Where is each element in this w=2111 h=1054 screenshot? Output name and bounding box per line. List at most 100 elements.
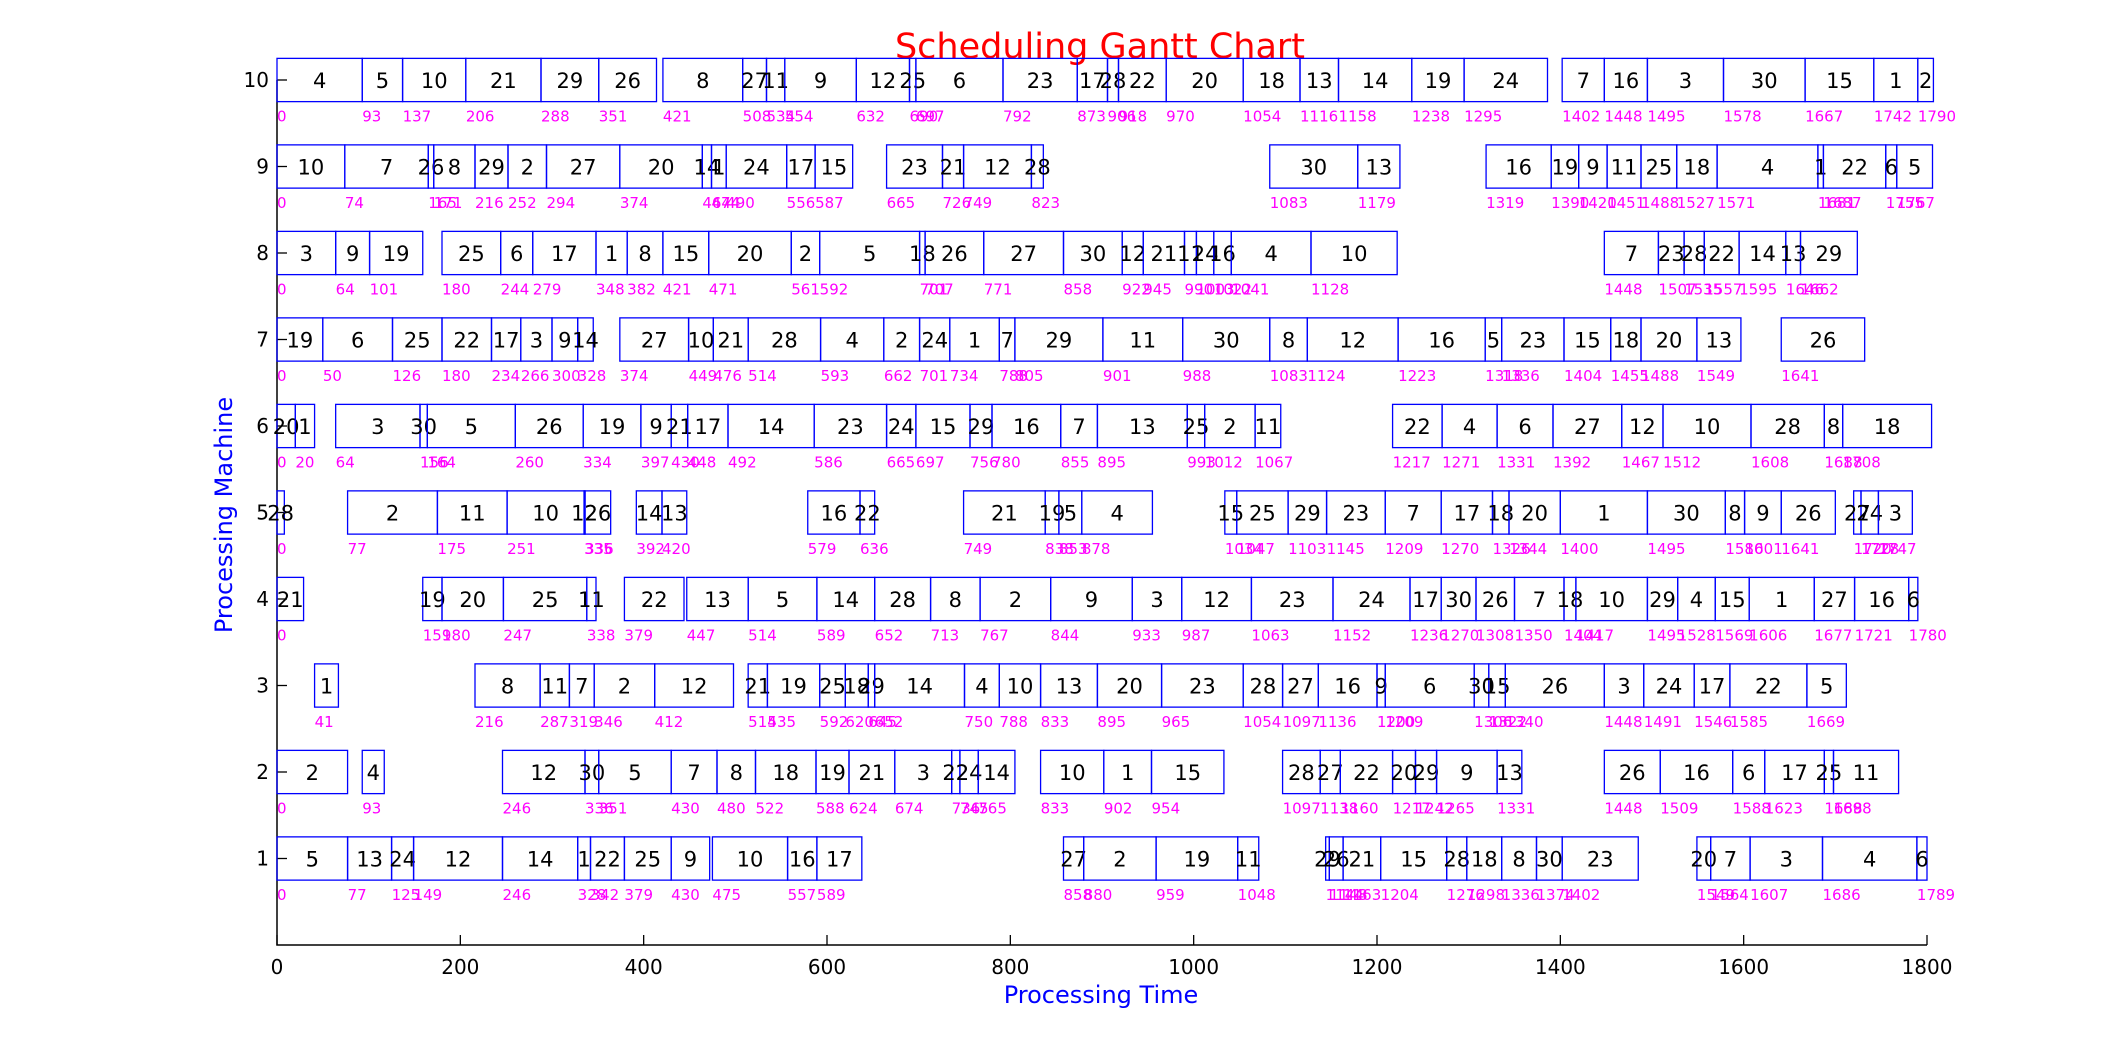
task-job-label: 15	[1826, 69, 1853, 93]
task-start-label: 1641	[1781, 367, 1819, 385]
task-start-label: 734	[950, 367, 979, 385]
task-job-label: 5	[776, 588, 789, 612]
task-job-label: 29	[1046, 329, 1073, 353]
task-start-label: 589	[817, 627, 846, 645]
task-job-label: 15	[1400, 848, 1427, 872]
task-start-label: 587	[815, 194, 844, 212]
task-job-label: 2	[306, 761, 319, 785]
task-start-label: 1097	[1283, 713, 1321, 731]
task-start-label: 1319	[1486, 194, 1524, 212]
task-start-label: 1390	[1551, 194, 1589, 212]
task-bar	[1799, 230, 1858, 276]
task-start-label: 1179	[1358, 194, 1396, 212]
task-start-label: 64	[336, 454, 355, 472]
task-start-label: 1608	[1751, 454, 1789, 472]
task-start-label: 1448	[1604, 281, 1642, 299]
task-start-label: 665	[887, 194, 916, 212]
task-start-label: 1420	[1579, 194, 1617, 212]
task-job-label: 30	[1445, 588, 1472, 612]
task-job-label: 10	[1007, 675, 1034, 699]
task-start-label: 1217	[1393, 800, 1431, 818]
task-job-label: 3	[530, 329, 543, 353]
task-job-label: 5	[628, 761, 641, 785]
task-bar	[598, 57, 658, 103]
task-job-label: 4	[367, 761, 380, 785]
task-job-label: 19	[383, 242, 410, 266]
task-start-label: 0	[277, 281, 287, 299]
task-start-label: 1265	[1437, 800, 1475, 818]
task-job-label: 22	[594, 848, 621, 872]
task-start-label: 260	[515, 454, 544, 472]
task-job-label: 1	[298, 415, 311, 439]
task-job-label: 21	[940, 156, 967, 180]
task-job-label: 14	[527, 848, 554, 872]
task-bar	[1237, 836, 1260, 881]
task-job-label: 22	[1755, 675, 1782, 699]
task-job-label: 9	[1586, 156, 1599, 180]
task-job-label: 26	[1810, 329, 1837, 353]
task-start-label: 767	[980, 627, 1009, 645]
task-start-label: 382	[627, 281, 656, 299]
task-job-label: 17	[826, 848, 853, 872]
task-job-label: 15	[1574, 329, 1601, 353]
task-bar	[1806, 663, 1847, 708]
task-start-label: 1488	[1641, 367, 1679, 385]
y-tick-label: 5	[256, 501, 269, 525]
task-start-label: 1271	[1442, 454, 1480, 472]
task-start-label: 1298	[1467, 886, 1505, 904]
task-job-label: 12	[1119, 242, 1146, 266]
task-bar	[661, 490, 688, 535]
task-start-label: 987	[1182, 627, 1211, 645]
task-start-label: 421	[663, 108, 692, 126]
task-start-label: 0	[277, 540, 287, 558]
y-tick-label: 10	[244, 68, 269, 92]
task-job-label: 4	[1690, 588, 1703, 612]
task-job-label: 3	[371, 415, 384, 439]
task-job-label: 28	[1024, 156, 1051, 180]
task-job-label: 23	[1519, 329, 1546, 353]
task-job-label: 11	[541, 675, 568, 699]
task-start-label: 246	[503, 800, 532, 818]
task-start-label: 171	[434, 194, 463, 212]
task-start-label: 514	[748, 367, 777, 385]
task-job-label: 13	[1056, 675, 1083, 699]
task-start-label: 1451	[1607, 194, 1645, 212]
task-job-label: 12	[445, 848, 472, 872]
task-job-label: 4	[1863, 848, 1876, 872]
task-start-label: 534	[767, 108, 796, 126]
task-job-label: 18	[1613, 329, 1640, 353]
task-start-label: 697	[916, 454, 945, 472]
x-tick-label: 200	[441, 955, 479, 979]
task-job-label: 12	[984, 156, 1011, 180]
task-job-label: 1	[577, 848, 590, 872]
task-start-label: 348	[596, 281, 625, 299]
task-start-label: 180	[442, 281, 471, 299]
task-start-label: 252	[508, 194, 537, 212]
task-start-label: 1667	[1805, 108, 1843, 126]
task-job-label: 8	[448, 156, 461, 180]
task-job-label: 26	[1541, 675, 1568, 699]
task-start-label: 990	[1185, 281, 1214, 299]
task-job-label: 30	[410, 415, 437, 439]
task-start-label: 1236	[1410, 627, 1448, 645]
task-job-label: 22	[1708, 242, 1735, 266]
task-start-label: 1677	[1814, 627, 1852, 645]
task-bar	[1496, 749, 1523, 795]
task-start-label: 0	[277, 194, 287, 212]
task-start-label: 1535	[1684, 281, 1722, 299]
task-bar	[584, 490, 612, 535]
task-bar	[814, 144, 854, 189]
task-start-label: 342	[591, 886, 620, 904]
task-job-label: 6	[1742, 761, 1755, 785]
task-bar	[1780, 317, 1866, 362]
task-start-label: 1138	[1320, 800, 1358, 818]
task-job-label: 30	[1536, 848, 1563, 872]
task-job-label: 25	[899, 69, 926, 93]
task-start-label: 471	[709, 281, 738, 299]
task-bar	[1916, 836, 1928, 881]
task-job-label: 20	[1656, 329, 1683, 353]
task-job-label: 25	[1249, 502, 1276, 526]
task-start-label: 319	[569, 713, 598, 731]
task-job-label: 16	[1334, 675, 1361, 699]
